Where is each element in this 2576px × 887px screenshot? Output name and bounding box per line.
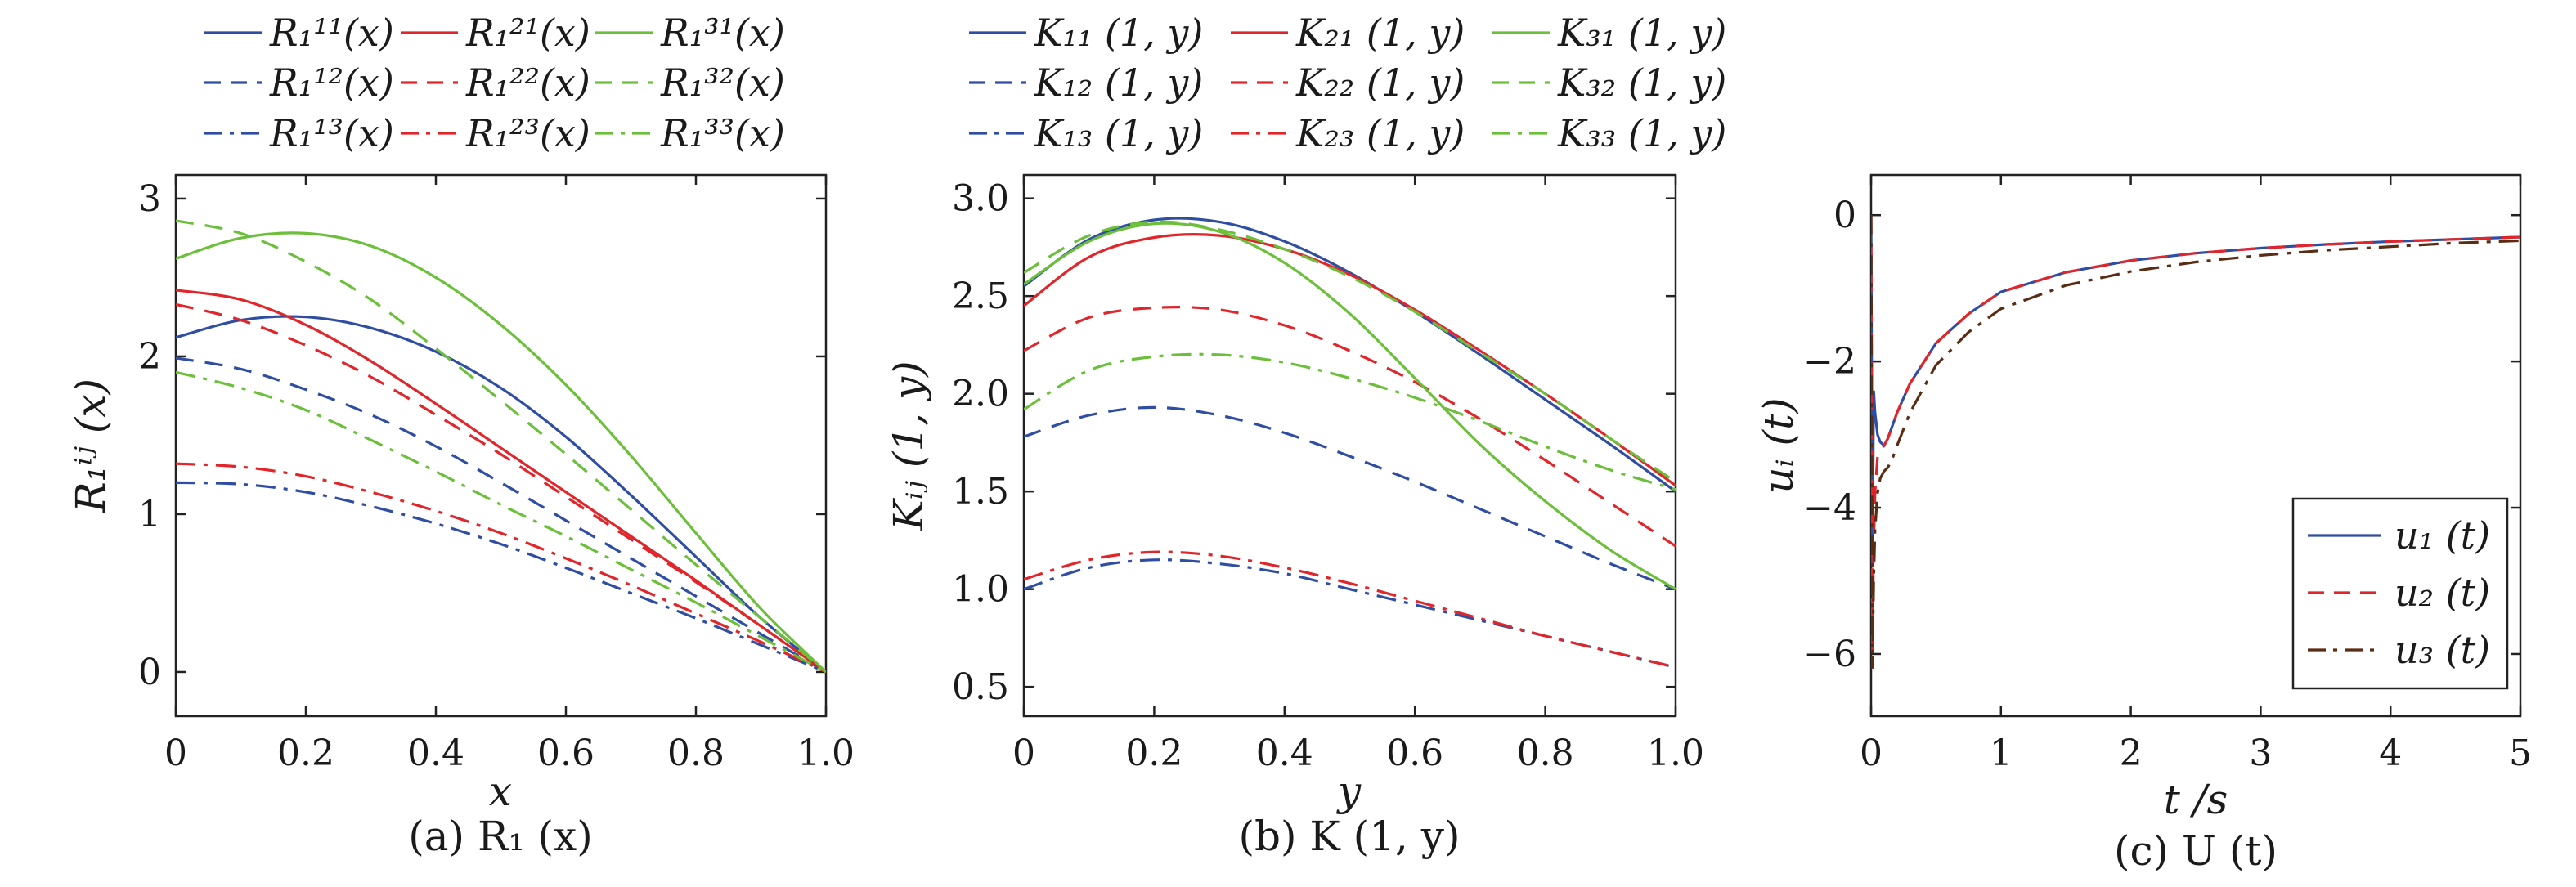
series-line-b-7 — [1024, 222, 1676, 591]
x-tick-label: 0 — [1860, 732, 1883, 774]
legend-label: K₃₃ (1, y) — [1557, 111, 1726, 155]
series-line-b-6 — [1024, 550, 1676, 669]
legend-label: K₂₃ (1, y) — [1295, 111, 1465, 155]
series-line-b-2 — [1024, 405, 1676, 591]
panel-c: 0 1 2 3 4 5 0 −2 −4 −6 u₁ (t) u₂ (t) u₃ (t) t /s uᵢ… — [1755, 173, 2532, 875]
x-tick-label: 0.2 — [1125, 732, 1183, 774]
series-line-a-3 — [176, 481, 826, 674]
y-tick-label: 0 — [138, 652, 161, 693]
series-line-a-4 — [176, 289, 826, 674]
legend-label: R₁¹³(x) — [269, 111, 394, 155]
legend-label: u₂ (t) — [2394, 571, 2490, 615]
x-tick-label: 0.8 — [667, 732, 725, 774]
y-tick-label: −2 — [1803, 341, 1856, 383]
y-tick-label: 1 — [138, 494, 161, 535]
legend-label: R₁³²(x) — [660, 60, 785, 105]
plot-area-b — [1022, 173, 1677, 718]
series-line-c-3 — [1871, 215, 2520, 669]
y-tick-label: 2.0 — [952, 374, 1009, 415]
series-line-a-9 — [176, 370, 826, 674]
y-tick-label: 1.5 — [952, 471, 1009, 513]
x-tick-label: 0.6 — [537, 732, 595, 774]
caption-a: (a) R₁ (x) — [408, 813, 593, 860]
legend-label: R₁¹²(x) — [269, 60, 394, 105]
series-line-b-8 — [1024, 220, 1676, 483]
y-tick-label: 2 — [138, 336, 161, 378]
legend-label: R₁²¹(x) — [465, 11, 590, 55]
x-axis-label-b: y — [1336, 768, 1362, 815]
x-tick-label: 2 — [2120, 732, 2143, 774]
legend-label: u₃ (t) — [2394, 628, 2490, 672]
legend-label: R₁³³(x) — [660, 111, 785, 155]
y-tick-label: −6 — [1803, 634, 1856, 675]
legend-label: K₁₁ (1, y) — [1034, 11, 1203, 55]
series-line-c-2 — [1871, 215, 2520, 655]
x-axis-label-c: t /s — [2164, 776, 2228, 823]
x-tick-label: 0.4 — [1256, 732, 1313, 774]
ticks-b: 0 0.2 0.4 0.6 0.8 1.0 0.5 1.0 1.5 2.0 2.5 3.0 — [952, 175, 1704, 774]
series-a — [176, 219, 826, 674]
series-line-a-2 — [176, 356, 826, 674]
legend-label: K₃₂ (1, y) — [1557, 60, 1726, 105]
y-axis-label-b: Kᵢⱼ (1, y) — [885, 361, 932, 531]
series-line-b-9 — [1024, 352, 1676, 491]
legend-label: u₁ (t) — [2394, 513, 2490, 558]
x-tick-label: 4 — [2379, 732, 2402, 774]
series-line-a-6 — [176, 462, 826, 674]
legend-label: R₁²²(x) — [465, 60, 590, 105]
caption-c: (c) U (t) — [2114, 827, 2278, 875]
x-tick-label: 0.2 — [277, 732, 334, 774]
series-line-a-5 — [176, 302, 826, 674]
y-tick-label: 2.5 — [952, 276, 1009, 317]
x-tick-label: 0 — [1012, 732, 1035, 774]
series-line-a-1 — [176, 315, 826, 674]
x-axis-label-a: x — [489, 768, 512, 815]
series-line-b-1 — [1024, 217, 1676, 493]
series-c — [1871, 215, 2520, 669]
legend-label: R₁³¹(x) — [660, 11, 785, 55]
series-line-a-8 — [176, 219, 826, 674]
caption-b: (b) K (1, y) — [1238, 813, 1460, 860]
x-tick-label: 1.0 — [797, 732, 855, 774]
panel-b: K₁₁ (1, y) K₁₂ (1, y) K₁₃ (1, y) K₂₁ (1, y)… — [885, 11, 1726, 860]
legend-label: K₃₁ (1, y) — [1557, 11, 1726, 55]
legend-label: K₁₃ (1, y) — [1034, 111, 1203, 155]
y-axis-label-c: uᵢ (t) — [1755, 397, 1802, 493]
legend-label: K₂₁ (1, y) — [1295, 11, 1465, 55]
legend-c: u₁ (t) u₂ (t) u₃ (t) — [2291, 497, 2509, 690]
panel-a: R₁¹¹(x) R₁¹²(x) R₁¹³(x) R₁²¹(x) R₁²²(x) R₁²³(… — [67, 11, 855, 860]
x-tick-label: 1 — [1990, 732, 2013, 774]
legend-label: K₂₂ (1, y) — [1295, 60, 1465, 105]
y-axis-label-a: R₁ⁱʲ (x) — [67, 379, 114, 513]
x-tick-label: 1.0 — [1647, 732, 1704, 774]
x-tick-label: 0.4 — [407, 732, 464, 774]
x-tick-label: 0 — [164, 732, 187, 774]
x-tick-label: 0.8 — [1517, 732, 1574, 774]
y-tick-label: 1.0 — [952, 569, 1009, 611]
series-line-b-5 — [1024, 306, 1676, 548]
series-line-a-7 — [176, 231, 826, 674]
legend-a: R₁¹¹(x) R₁¹²(x) R₁¹³(x) R₁²¹(x) R₁²²(x) R₁²³(… — [204, 11, 785, 155]
plot-area-a — [174, 173, 828, 718]
x-tick-label: 3 — [2249, 732, 2272, 774]
legend-label: R₁¹¹(x) — [269, 11, 394, 55]
y-tick-label: 3 — [138, 178, 161, 220]
y-tick-label: 0.5 — [952, 666, 1009, 708]
ticks-c: 0 1 2 3 4 5 0 −2 −4 −6 — [1803, 175, 2532, 774]
legend-label: K₁₂ (1, y) — [1034, 60, 1203, 105]
legend-label: R₁²³(x) — [465, 111, 590, 155]
ticks-a: 0 0.2 0.4 0.6 0.8 1.0 0 1 2 3 — [138, 175, 855, 774]
y-tick-label: 0 — [1833, 195, 1856, 236]
x-tick-label: 5 — [2509, 732, 2532, 774]
x-tick-label: 0.6 — [1386, 732, 1443, 774]
legend-box — [2291, 497, 2509, 690]
series-line-b-3 — [1024, 558, 1676, 669]
series-b — [1024, 217, 1676, 669]
y-tick-label: 3.0 — [952, 178, 1009, 220]
legend-b: K₁₁ (1, y) K₁₂ (1, y) K₁₃ (1, y) K₂₁ (1, y)… — [969, 11, 1726, 155]
y-tick-label: −4 — [1803, 487, 1856, 529]
